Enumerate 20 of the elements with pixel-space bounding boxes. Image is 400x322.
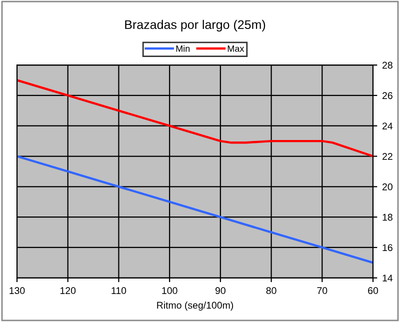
x-tick-label: 60: [368, 287, 378, 294]
y-tick-label: 20: [382, 183, 392, 190]
x-tick-label: 80: [266, 287, 276, 294]
x-tick-label: 90: [215, 287, 226, 294]
x-tick-label: 100: [162, 287, 178, 294]
y-tick-label: 18: [382, 214, 392, 221]
legend-label: Min: [176, 45, 190, 52]
y-tick-label: 14: [382, 274, 393, 282]
x-tick-label: 70: [317, 287, 328, 294]
chart-title: Brazadas por largo (25m): [125, 20, 266, 32]
x-tick-label: 120: [60, 287, 76, 294]
x-tick-label: 130: [10, 287, 25, 294]
y-tick-label: 24: [382, 122, 393, 130]
y-tick-label: 16: [382, 244, 392, 252]
y-tick-label: 22: [382, 152, 392, 160]
x-tick-label: 110: [112, 287, 126, 294]
y-tick-label: 28: [382, 62, 392, 69]
x-axis-title: Ritmo (seg/100m): [157, 302, 234, 311]
legend-label: Max: [228, 45, 244, 52]
y-tick-label: 26: [382, 92, 392, 100]
